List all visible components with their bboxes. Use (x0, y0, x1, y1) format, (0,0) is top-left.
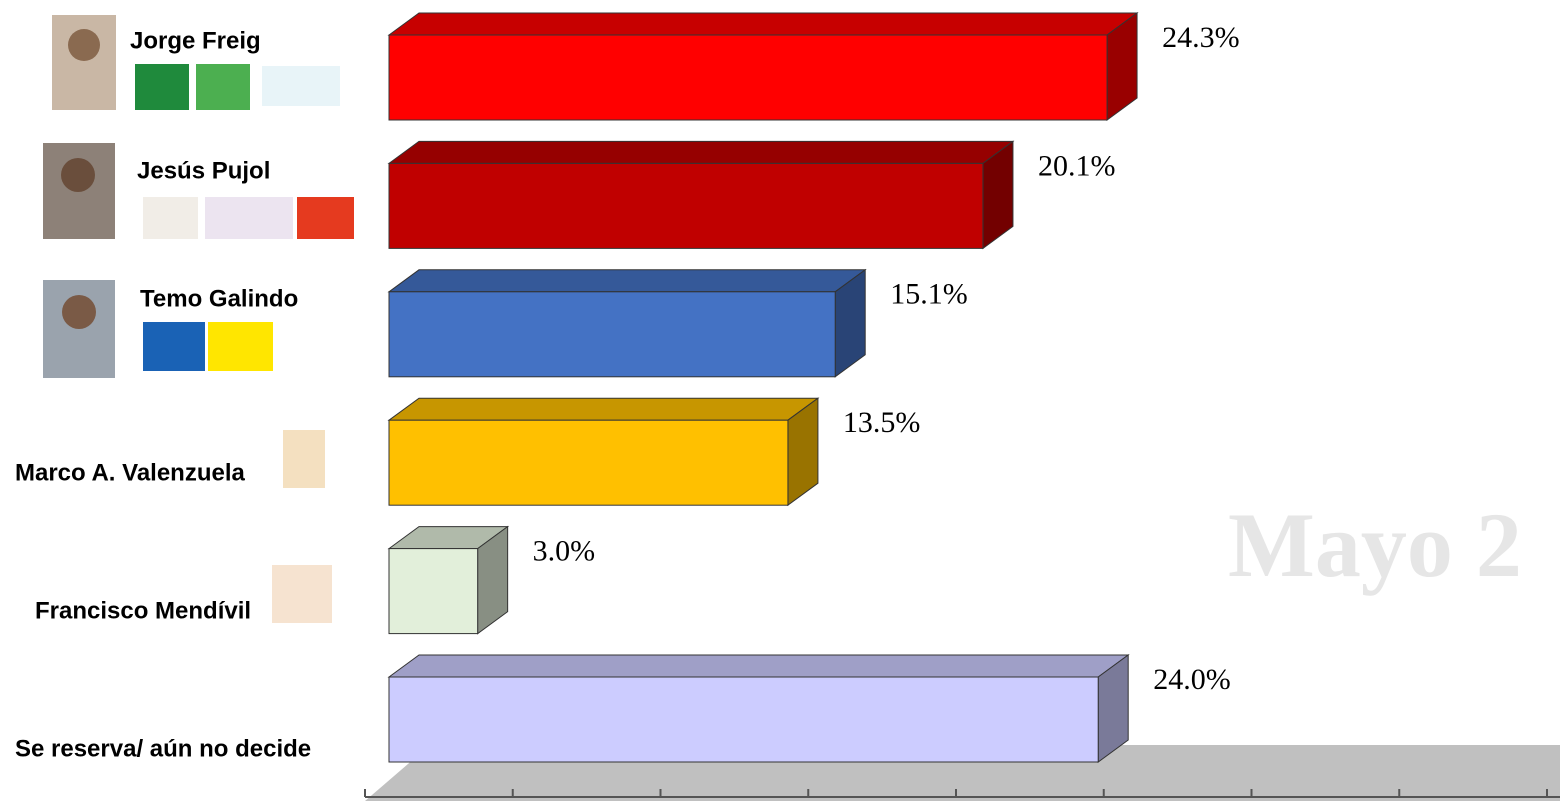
value-label: 3.0% (533, 534, 596, 567)
logo (272, 565, 332, 623)
value-label: 20.1% (1038, 149, 1116, 182)
value-label: 24.3% (1162, 21, 1240, 54)
photo-face (62, 295, 96, 329)
bar-front (388, 419, 789, 506)
photo-face (68, 29, 100, 61)
bar-front (388, 162, 984, 249)
logo (135, 64, 189, 110)
logo (262, 66, 340, 106)
watermark: Mayo 2 (1228, 494, 1522, 596)
logo (196, 64, 250, 110)
bar-front (388, 291, 836, 378)
logo (205, 197, 293, 239)
bar (387, 12, 1139, 121)
value-label: 24.0% (1153, 663, 1231, 696)
category-label: Temo Galindo (140, 285, 298, 312)
bar-front (388, 34, 1108, 121)
bar (387, 397, 820, 507)
bar (387, 268, 867, 378)
logo (143, 197, 198, 239)
category-label: Marco A. Valenzuela (15, 459, 246, 486)
bar (387, 140, 1015, 250)
value-label: 15.1% (890, 278, 968, 311)
value-label: 13.5% (843, 406, 921, 439)
bar-top (387, 397, 820, 421)
bar (387, 654, 1130, 763)
photos (43, 15, 354, 623)
category-label: Francisco Mendívil (35, 597, 251, 624)
logo (283, 430, 325, 488)
bar-front (388, 548, 479, 635)
bar-top (387, 269, 867, 293)
bar-top (387, 140, 1015, 164)
bar-top (387, 654, 1130, 678)
logo (208, 322, 273, 371)
category-label: Jesús Pujol (137, 157, 270, 184)
logo (297, 197, 354, 239)
bar-front (388, 676, 1099, 763)
logo (143, 322, 205, 371)
bar (387, 525, 510, 635)
bar-top (387, 12, 1139, 36)
category-label: Se reserva/ aún no decide (15, 735, 311, 762)
category-label: Jorge Freig (130, 27, 261, 54)
photo-face (61, 158, 95, 192)
